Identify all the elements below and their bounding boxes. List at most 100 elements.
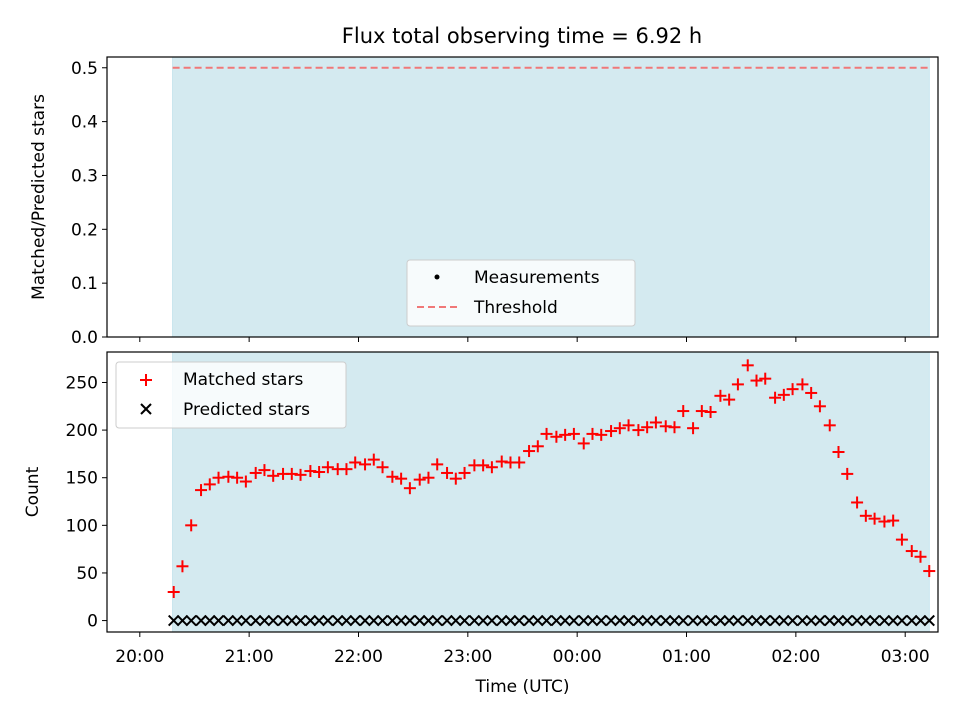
matched-star-point	[176, 560, 189, 573]
predicted-star-point	[386, 614, 399, 627]
top-axes-frame	[106, 56, 939, 338]
predicted-star-point	[841, 614, 853, 627]
matched-star-point	[677, 405, 690, 418]
top-legend: Measurements Threshold	[406, 259, 636, 327]
predicted-star-point	[349, 614, 361, 627]
predicted-star-point	[778, 614, 790, 627]
matched-star-point	[185, 519, 198, 532]
bottom-x-tick-label: 22:00	[334, 647, 383, 667]
matched-star-point	[485, 461, 498, 474]
predicted-star-point	[204, 614, 216, 627]
predicted-star-point	[578, 614, 590, 627]
predicted-star-point	[786, 614, 799, 627]
matched-star-point	[759, 372, 772, 385]
top-x-ticks	[139, 337, 906, 342]
matched-star-point	[687, 422, 700, 435]
predicted-star-point	[750, 614, 763, 627]
matched-star-point	[321, 461, 334, 474]
matched-star-point	[376, 461, 389, 474]
predicted-star-point	[395, 614, 407, 627]
predicted-star-point	[513, 614, 525, 627]
predicted-star-point	[769, 614, 781, 627]
matched-star-point	[595, 428, 608, 441]
predicted-star-point	[896, 614, 908, 627]
bottom-x-axis: 20:00 21:00 22:00 23:00 00:00 01:00 02:00 03:00	[115, 632, 930, 667]
predicted-star-point	[614, 614, 626, 627]
predicted-star-point	[231, 614, 243, 627]
predicted-star-point	[887, 614, 899, 627]
matched-star-point	[349, 456, 362, 469]
matched-stars-legend-marker	[140, 374, 152, 386]
predicted-stars-legend-label: Predicted stars	[183, 400, 310, 420]
predicted-star-point	[195, 614, 207, 627]
matched-star-point	[367, 453, 380, 466]
matched-star-point	[605, 425, 618, 438]
predicted-star-point	[422, 614, 435, 627]
predicted-star-point	[277, 614, 289, 627]
bottom-x-tick-label: 03:00	[881, 647, 930, 667]
matched-star-point	[523, 445, 536, 458]
matched-star-point	[258, 464, 271, 477]
matched-star-point	[805, 386, 818, 399]
predicted-star-point	[677, 614, 689, 627]
predicted-star-point	[732, 614, 744, 627]
matched-star-point	[395, 472, 408, 485]
predicted-star-point	[906, 614, 918, 627]
predicted-star-point	[668, 614, 681, 627]
matched-star-point	[777, 388, 790, 401]
top-y-tick-label: 0.2	[71, 220, 98, 240]
predicted-star-point	[632, 614, 645, 627]
predicted-star-point	[304, 614, 317, 627]
predicted-star-point	[860, 614, 872, 627]
predicted-star-point	[322, 614, 334, 627]
predicted-star-point	[704, 614, 717, 627]
predicted-star-point	[650, 614, 662, 627]
predicted-star-point	[286, 614, 298, 627]
matched-star-point	[386, 470, 399, 483]
matched-star-point	[895, 533, 908, 546]
matched-star-point	[622, 419, 635, 432]
predicted-star-point	[414, 614, 426, 627]
predicted-star-point	[477, 614, 489, 627]
matched-star-point	[887, 514, 900, 527]
matched-star-point	[731, 378, 744, 391]
matched-star-point	[477, 459, 490, 472]
predicted-stars-series	[167, 614, 935, 627]
matched-star-point	[613, 422, 626, 435]
matched-star-point	[431, 458, 444, 471]
predicted-star-point	[742, 614, 754, 627]
matched-star-point	[841, 467, 854, 480]
predicted-star-point	[568, 614, 580, 627]
matched-star-point	[441, 466, 454, 479]
bottom-x-tick-label: 02:00	[771, 647, 820, 667]
predicted-star-point	[294, 614, 307, 627]
predicted-star-point	[185, 614, 197, 627]
predicted-star-point	[450, 614, 462, 627]
matched-star-point	[859, 509, 872, 522]
matched-star-point	[914, 550, 927, 563]
matched-star-point	[403, 482, 416, 495]
matched-star-point	[577, 437, 590, 450]
predicted-star-point	[868, 614, 881, 627]
bottom-x-tick-label: 23:00	[443, 647, 492, 667]
predicted-star-point	[222, 614, 235, 627]
bottom-x-tick-label: 20:00	[115, 647, 164, 667]
bottom-y-tick-label: 250	[66, 373, 98, 393]
predicted-star-point	[340, 614, 353, 627]
matched-star-point	[832, 446, 845, 458]
predicted-star-point	[167, 614, 180, 627]
top-y-axis: 0.0 0.1 0.2 0.3 0.4 0.5	[71, 59, 107, 348]
bottom-x-tick-label: 21:00	[225, 647, 274, 667]
matched-star-point	[632, 424, 645, 437]
predicted-star-point	[923, 614, 935, 627]
matched-star-point	[203, 478, 216, 491]
predicted-star-point	[660, 614, 672, 627]
predicted-star-point	[832, 614, 845, 627]
matched-star-point	[704, 406, 717, 418]
matched-star-point	[513, 456, 526, 469]
matched-stars-series	[167, 359, 936, 598]
predicted-legend-glyph	[140, 403, 152, 415]
top-y-tick-label: 0.3	[71, 166, 98, 186]
predicted-star-point	[532, 614, 544, 627]
